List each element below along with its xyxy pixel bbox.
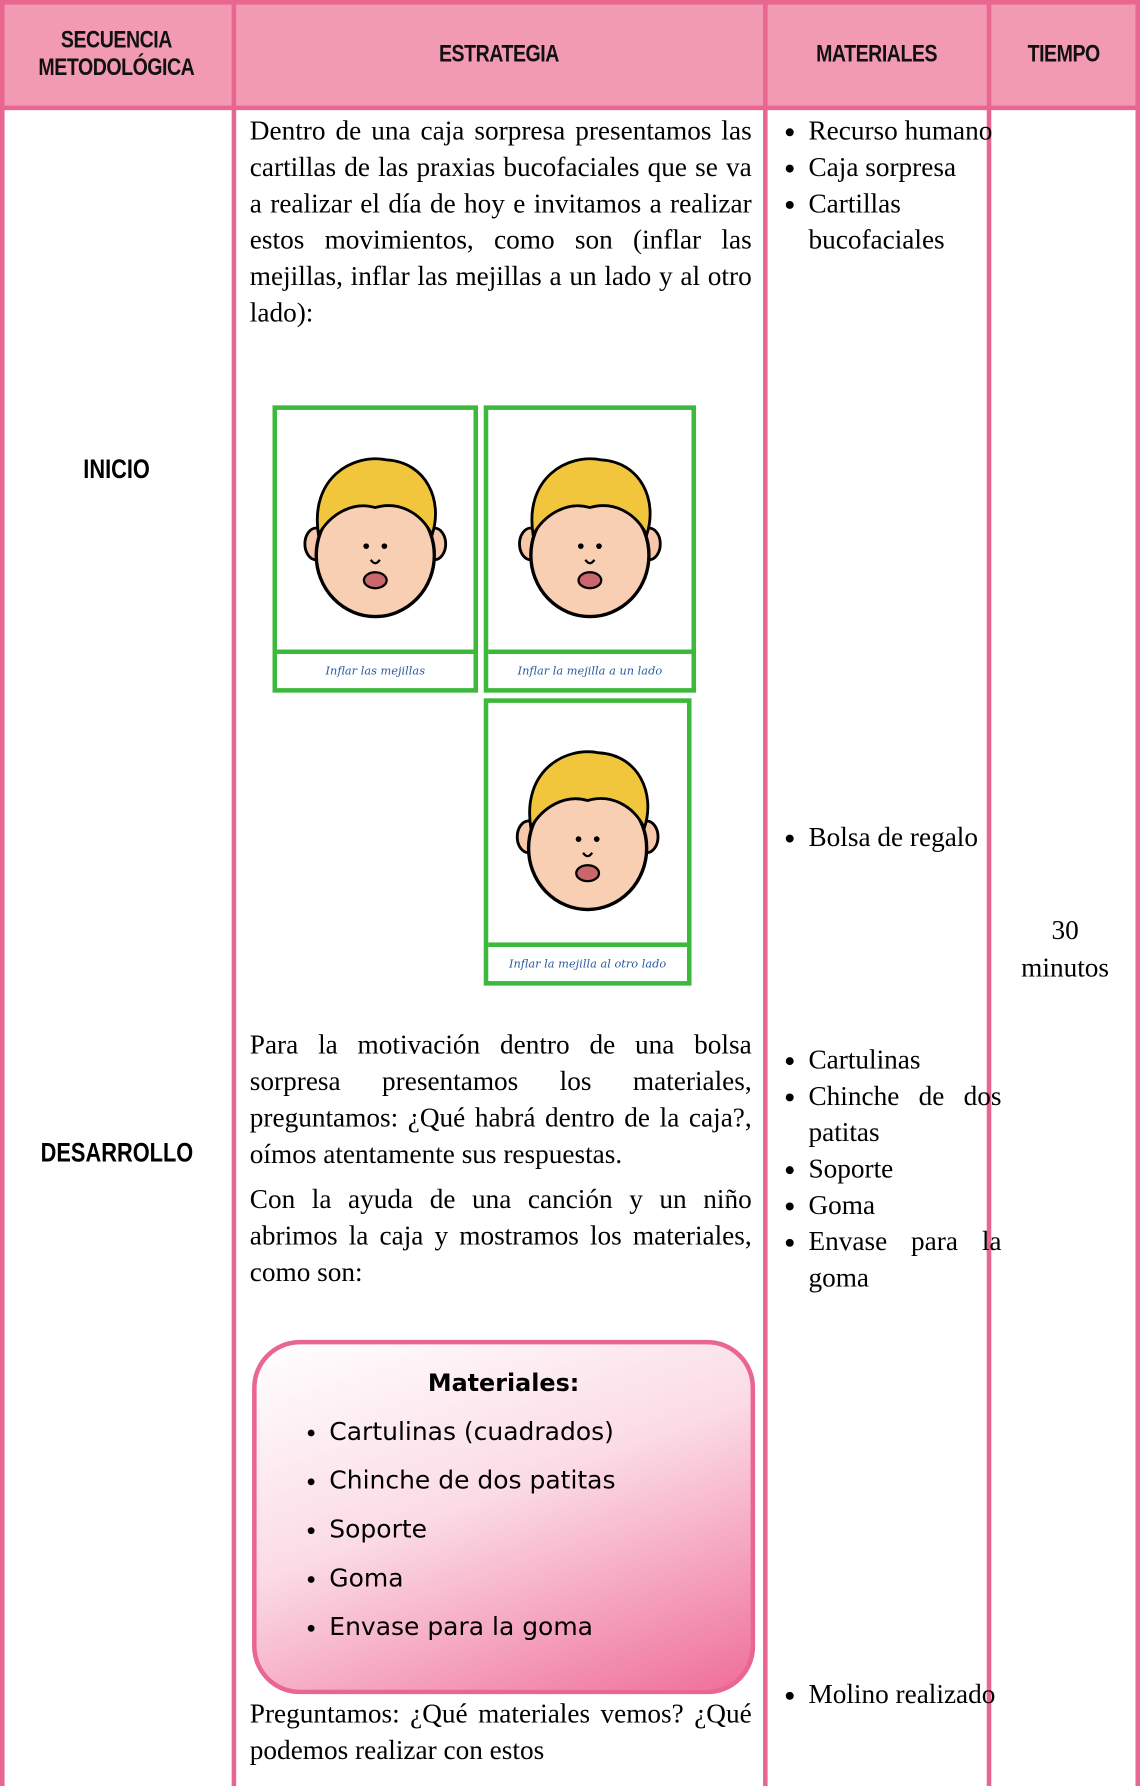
border [0, 0, 5, 1786]
paragraph: Preguntamos: ¿Qué materiales vemos? ¿Qué… [249, 1699, 752, 1766]
face-part [381, 543, 388, 550]
paragraph: Dentro de una caja sorpresa presentamos … [249, 116, 752, 329]
header-text: TIEMPO [1027, 40, 1101, 67]
card-caption: Inflar la mejilla a un lado [488, 649, 692, 689]
list-item: Soporte [808, 1151, 1001, 1187]
phase-label: DESARROLLO [0, 1138, 233, 1170]
face-part [575, 836, 582, 842]
time-text: 30 minutos [1021, 916, 1110, 984]
phase-label: INICIO [0, 454, 233, 486]
box-title: Materiales: [427, 1369, 580, 1397]
list-item: Molino realizado [808, 1677, 1001, 1713]
face-illustration [515, 750, 660, 912]
face-illustration [303, 457, 448, 619]
header-cell: TIEMPO [987, 0, 1140, 108]
time-cell: 30 minutos [995, 913, 1136, 988]
face-part [369, 559, 381, 565]
face-part [363, 543, 370, 550]
phase-text: INICIO [83, 454, 150, 485]
face-part [577, 571, 603, 590]
face-part [582, 852, 594, 858]
list-item: Envase para la goma [808, 1224, 1001, 1297]
face-part [530, 457, 652, 540]
list-item: Cartulinas (cuadrados) [329, 1408, 750, 1457]
paragraph: Con la ayuda de una canción y un niño ab… [249, 1185, 752, 1288]
border [0, 105, 1140, 111]
list-item: Cartulinas [808, 1042, 1001, 1078]
border [1135, 0, 1140, 1786]
materials-list: Bolsa de regalo [783, 820, 1001, 856]
face-part [575, 864, 601, 883]
list-item: Bolsa de regalo [808, 820, 1001, 856]
border [231, 0, 237, 1786]
card-caption: Inflar las mejillas [277, 649, 474, 689]
header-cell: ESTRATEGIA [232, 0, 765, 108]
materials-list: Molino realizado [783, 1677, 1001, 1713]
face-part [584, 559, 596, 565]
header-cell: MATERIALES [764, 0, 988, 108]
card-caption: Inflar la mejilla al otro lado [488, 942, 687, 981]
header-cell: SECUENCIA METODOLÓGICA [0, 0, 233, 108]
paragraph: Para la motivación dentro de una bolsa s… [249, 1031, 752, 1170]
card: Inflar las mejillas [272, 405, 479, 693]
border [763, 0, 768, 1786]
list-item: Cartillas bucofaciales [808, 186, 1001, 259]
materials-list: CartulinasChinche de dos patitasSoporteG… [783, 1042, 1001, 1296]
card: Inflar la mejilla a un lado [483, 405, 697, 693]
list-item: Caja sorpresa [808, 150, 1001, 186]
border [986, 0, 992, 1786]
box-list: Cartulinas (cuadrados)Chinche de dos pat… [257, 1408, 751, 1652]
face-part [577, 543, 584, 550]
face-part [528, 750, 650, 833]
header-text: MATERIALES [815, 40, 937, 67]
list-item: Chinche de dos patitas [329, 1457, 750, 1506]
list-item: Chinche de dos patitas [808, 1079, 1001, 1152]
face-part [593, 836, 600, 842]
border [0, 0, 1140, 5]
materials-list: Recurso humanoCaja sorpresaCartillas buc… [783, 114, 1001, 259]
face-illustration [518, 457, 662, 619]
header-text: ESTRATEGIA [438, 40, 559, 67]
list-item: Goma [329, 1554, 750, 1603]
list-item: Goma [808, 1188, 1001, 1224]
materials-box: Materiales: Cartulinas (cuadrados)Chinch… [252, 1339, 756, 1695]
list-item: Recurso humano [808, 114, 1001, 150]
phase-text: DESARROLLO [40, 1137, 193, 1169]
face-part [362, 571, 388, 590]
face-part [315, 457, 437, 540]
header-text: SECUENCIA METODOLÓGICA [38, 26, 195, 81]
list-item: Envase para la goma [329, 1603, 750, 1652]
face-part [596, 543, 602, 550]
list-item: Soporte [329, 1506, 750, 1555]
card: Inflar la mejilla al otro lado [483, 698, 692, 986]
